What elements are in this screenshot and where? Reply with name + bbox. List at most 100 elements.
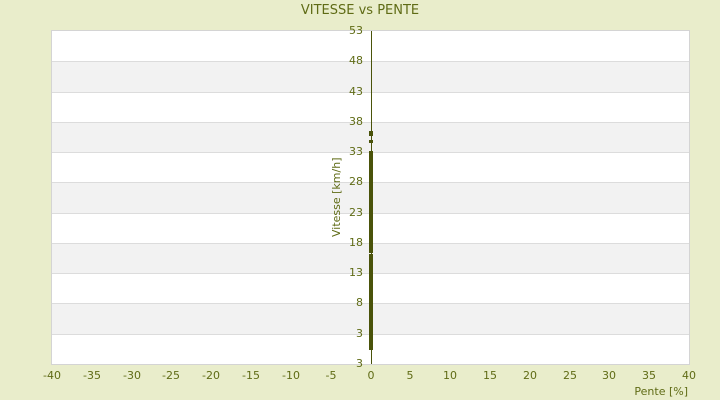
x-tick-label: -35 [83, 369, 101, 382]
y-tick-label: 13 [349, 266, 363, 279]
y-tick-label: 53 [349, 24, 363, 37]
x-axis-title: Pente [%] [634, 385, 688, 398]
chart-title: VITESSE vs PENTE [300, 3, 420, 18]
x-tick-label: 10 [443, 369, 457, 382]
data-point [369, 187, 373, 190]
data-point [369, 140, 373, 143]
data-point [369, 178, 373, 181]
data-point [369, 272, 373, 275]
data-point [369, 347, 373, 350]
data-point [369, 202, 373, 205]
data-point [369, 193, 373, 196]
data-point [369, 266, 373, 269]
x-tick-label: 35 [642, 369, 656, 382]
data-point [369, 308, 373, 311]
data-point [369, 190, 373, 193]
data-point [369, 287, 373, 290]
data-point [369, 323, 373, 326]
data-point [369, 338, 373, 341]
data-point [369, 217, 373, 220]
data-point [369, 131, 373, 134]
plot-band [52, 91, 689, 122]
data-point [369, 238, 373, 241]
x-tick-label: -20 [202, 369, 220, 382]
data-point [369, 211, 373, 214]
x-tick-label: -25 [162, 369, 180, 382]
data-point [369, 275, 373, 278]
plot-band [52, 121, 689, 153]
data-point [369, 235, 373, 238]
y-tick-label: 43 [349, 85, 363, 98]
data-point [369, 314, 373, 317]
y-tick-label: 28 [349, 175, 363, 188]
y-tick-label: 38 [349, 115, 363, 128]
data-point [369, 247, 373, 250]
data-point [369, 232, 373, 235]
y-gridline [52, 61, 689, 62]
data-point [369, 257, 373, 260]
y-axis-title: Vitesse [km/h] [330, 157, 343, 237]
data-point [369, 205, 373, 208]
y-gridline [52, 92, 689, 93]
data-point [369, 254, 373, 257]
data-point [369, 166, 373, 169]
x-tick-label: -15 [242, 369, 260, 382]
x-tick-label: -5 [325, 369, 337, 382]
x-tick-label: -10 [282, 369, 300, 382]
data-point [369, 329, 373, 332]
plot-band [52, 31, 689, 62]
data-point [369, 226, 373, 229]
data-point [369, 163, 373, 166]
x-tick-label: 20 [523, 369, 537, 382]
x-tick-label: 5 [406, 369, 414, 382]
data-point [369, 181, 373, 184]
x-tick-label: -40 [43, 369, 61, 382]
y-tick-label: 33 [349, 145, 363, 158]
data-point [369, 320, 373, 323]
data-point [369, 214, 373, 217]
data-point [369, 244, 373, 247]
data-point [369, 305, 373, 308]
data-point [369, 263, 373, 266]
y-gridline [52, 122, 689, 123]
data-point [369, 184, 373, 187]
data-point [369, 293, 373, 296]
plot-area [52, 31, 689, 364]
data-point [369, 175, 373, 178]
data-point [369, 208, 373, 211]
data-point [369, 229, 373, 232]
data-point [369, 341, 373, 344]
data-point [369, 326, 373, 329]
x-tick-label: 25 [563, 369, 577, 382]
data-point [369, 160, 373, 163]
data-point [369, 281, 373, 284]
y-tick-label: 23 [349, 206, 363, 219]
x-tick-label: 0 [367, 369, 375, 382]
data-point [369, 157, 373, 160]
data-point [369, 299, 373, 302]
data-point [369, 250, 373, 253]
data-point [369, 317, 373, 320]
data-point [369, 311, 373, 314]
y-tick-label: 48 [349, 54, 363, 67]
data-point [369, 296, 373, 299]
x-tick-label: 30 [602, 369, 616, 382]
data-point [369, 172, 373, 175]
data-point [369, 284, 373, 287]
data-point [369, 290, 373, 293]
data-point [369, 241, 373, 244]
data-point [369, 269, 373, 272]
y-tick-label: 18 [349, 236, 363, 249]
plot-band [52, 61, 689, 92]
data-point [369, 154, 373, 157]
data-point [369, 260, 373, 263]
data-point [369, 278, 373, 281]
data-point [369, 199, 373, 202]
data-point [369, 196, 373, 199]
x-tick-label: -30 [123, 369, 141, 382]
x-tick-label: 40 [682, 369, 696, 382]
data-point [369, 335, 373, 338]
x-tick-label: 15 [483, 369, 497, 382]
data-point [369, 223, 373, 226]
